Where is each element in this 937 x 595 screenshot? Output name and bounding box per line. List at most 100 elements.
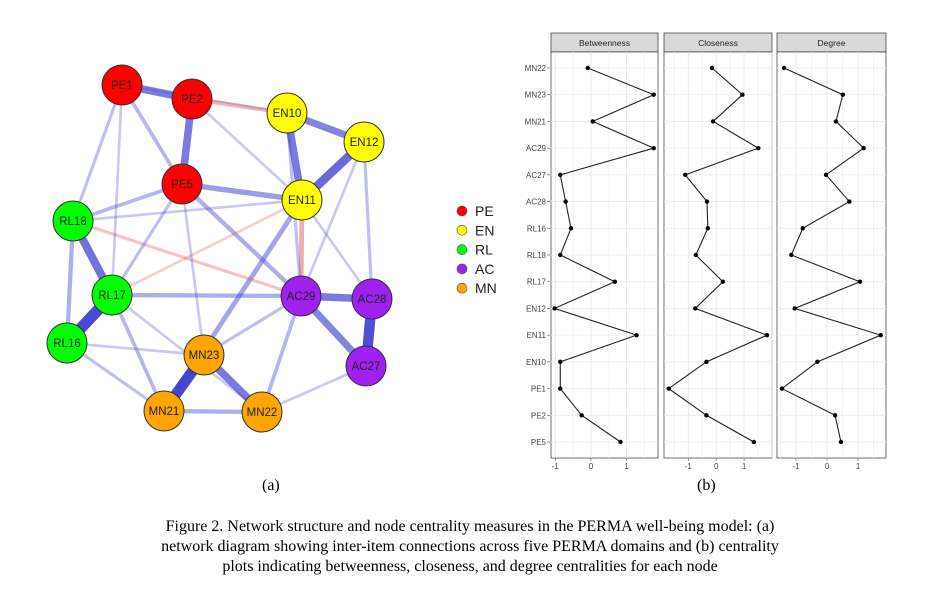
node-label: PE1 (111, 80, 133, 92)
data-point (693, 306, 698, 311)
strip-title: Betweenness (579, 38, 630, 48)
data-point (857, 279, 863, 284)
node-circle (91, 274, 133, 316)
data-point (756, 145, 761, 151)
data-point (666, 386, 671, 391)
node-circle (345, 345, 387, 387)
node-label: MN21 (149, 406, 180, 418)
data-point (847, 199, 852, 204)
data-point (840, 92, 846, 97)
y-tick-label: AC29 (526, 144, 547, 153)
data-point (705, 226, 711, 231)
data-point (585, 65, 590, 71)
data-point (558, 252, 563, 258)
data-point (568, 226, 574, 231)
node-label: AC29 (287, 291, 316, 303)
data-point (792, 306, 797, 311)
x-tick-label: 0 (714, 462, 719, 471)
data-point (704, 199, 710, 204)
data-point (832, 413, 838, 418)
legend-label-ac: AC (475, 261, 494, 277)
data-point (612, 279, 618, 284)
y-tick-label: EN12 (526, 304, 547, 313)
legend-dot-rl (456, 244, 468, 255)
y-tick-label: AC27 (526, 171, 547, 180)
network-edge (110, 293, 166, 413)
network-edge (180, 182, 206, 357)
x-tick-label: 1 (624, 462, 629, 471)
y-tick-label: AC28 (526, 198, 547, 207)
data-point (751, 439, 757, 445)
data-point (552, 306, 557, 311)
node-label: EN10 (273, 108, 302, 120)
x-tick-label: -1 (792, 462, 800, 471)
node-label: EN12 (350, 137, 379, 149)
x-tick-label: -1 (685, 462, 693, 471)
figure-caption: Figure 2. Network structure and node cen… (161, 518, 779, 575)
y-tick-label: MN21 (525, 117, 547, 126)
network-node-pe1: PE1 (101, 64, 143, 106)
node-circle (266, 92, 308, 134)
network-node-pe2: PE2 (171, 78, 213, 120)
panel-closeness: Closeness -1 0 1 (663, 32, 773, 471)
network-node-rl16: RL16 (46, 322, 88, 364)
y-tick-label: PE2 (531, 411, 547, 420)
data-point (558, 386, 563, 391)
panel-betweenness: Betweenness -1 0 1 (550, 32, 659, 471)
data-point (590, 119, 595, 124)
network-edge (299, 140, 366, 298)
y-tick-label: MN23 (525, 91, 547, 100)
node-circle (101, 64, 143, 106)
data-point (683, 172, 688, 178)
legend-label-en: EN (475, 222, 494, 238)
network-node-rl17: RL17 (91, 274, 133, 316)
network-node-pe5: PE5 (161, 163, 203, 205)
node-label: MN22 (247, 407, 278, 419)
network-node-en10: EN10 (266, 92, 308, 134)
x-tick-label: 1 (856, 462, 861, 471)
data-point (579, 413, 584, 418)
network-edge (110, 83, 124, 297)
data-point (833, 119, 839, 124)
node-label: RL16 (53, 338, 81, 350)
data-point (878, 332, 883, 338)
network-node-ac28: AC28 (351, 278, 393, 320)
network-edge (109, 292, 304, 299)
y-tick-label: RL17 (527, 278, 547, 287)
network-node-ac29: AC29 (280, 275, 322, 317)
data-point (740, 92, 745, 97)
data-point (558, 172, 563, 178)
node-circle (46, 322, 88, 364)
network-node-en11: EN11 (281, 179, 323, 221)
legend-label-pe: PE (475, 203, 494, 219)
node-label: PE2 (181, 94, 203, 106)
node-label: EN11 (288, 195, 316, 207)
network-edge (71, 83, 124, 223)
data-point (861, 145, 866, 151)
network-edge (110, 198, 304, 297)
node-circle (343, 121, 385, 163)
legend-dot-mn (456, 282, 468, 294)
node-circle (183, 334, 225, 376)
data-point (618, 439, 623, 445)
x-tick-label: -1 (552, 462, 560, 471)
network-edge (65, 341, 206, 357)
data-point (693, 252, 699, 258)
data-point (634, 332, 639, 338)
legend-label-mn: MN (475, 280, 497, 296)
x-tick-label: 0 (825, 462, 830, 471)
node-circle (351, 278, 393, 320)
panel-label-a: (a) (262, 477, 280, 494)
network-edge (71, 198, 304, 223)
network-edge (71, 219, 303, 298)
network-node-rl18: RL18 (52, 200, 94, 242)
strip-title: Degree (818, 38, 846, 48)
legend-dot-ac (456, 263, 468, 275)
network-node-mn22: MN22 (241, 391, 283, 433)
panel-degree: Degree -1 0 1 (776, 32, 887, 471)
y-tick-label: PE5 (531, 438, 547, 447)
node-label: RL18 (59, 216, 87, 228)
network-edge (190, 97, 304, 202)
